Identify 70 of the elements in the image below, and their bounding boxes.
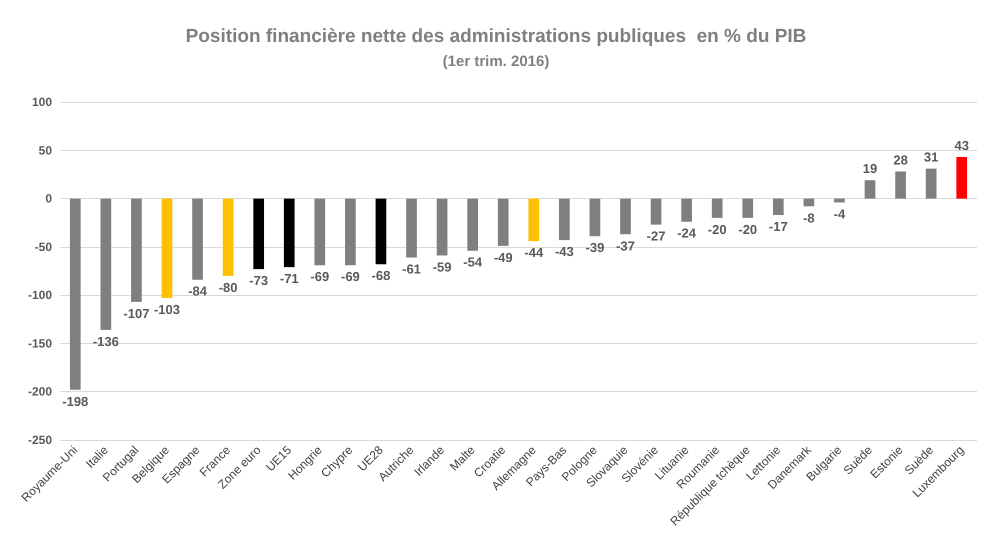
data-label: -71 [280, 271, 299, 286]
y-tick-label: -200 [28, 384, 52, 399]
bar [314, 198, 326, 266]
bar [772, 198, 784, 215]
bar [528, 198, 540, 242]
bar [162, 198, 172, 298]
data-label: -4 [834, 206, 846, 222]
bar [222, 198, 234, 276]
data-label: -69 [310, 269, 330, 284]
data-label: -107 [123, 306, 150, 321]
y-tick-label: 0 [45, 192, 52, 206]
y-tick-label: -100 [28, 288, 52, 302]
bar [834, 198, 845, 202]
chart-subtitle: (1er trim. 2016) [442, 53, 550, 70]
data-label: -49 [494, 250, 513, 265]
bar [956, 157, 968, 199]
data-label: 19 [862, 161, 878, 176]
bar [926, 168, 936, 199]
bar [376, 198, 386, 264]
data-label: -59 [432, 260, 452, 275]
bar [192, 198, 203, 280]
bar [253, 198, 264, 270]
data-label: -20 [708, 222, 727, 237]
chart-title: Position financière nette des administrations publiques en % du PIB [186, 26, 806, 47]
data-label: -84 [188, 284, 208, 299]
data-label: -17 [768, 218, 788, 234]
bar [436, 198, 448, 256]
bar [895, 172, 906, 199]
bar [620, 198, 631, 234]
bar [590, 198, 600, 236]
bar [681, 198, 692, 222]
data-label: -103 [154, 302, 180, 318]
bar [284, 198, 295, 268]
y-tick-label: 50 [38, 143, 52, 158]
bar [559, 198, 570, 240]
data-label: -39 [586, 240, 604, 256]
data-label: -24 [677, 226, 697, 241]
data-label: -80 [218, 280, 238, 295]
data-label: -43 [554, 244, 574, 260]
bar [742, 198, 754, 218]
data-label: -37 [616, 238, 635, 254]
data-label: -20 [738, 222, 758, 237]
y-tick-label: -150 [28, 336, 52, 350]
bar [406, 198, 417, 258]
data-label: -68 [372, 268, 390, 284]
bar [804, 198, 814, 206]
bar [498, 198, 509, 246]
data-label: -8 [803, 210, 815, 226]
bar [650, 198, 662, 225]
bar [70, 198, 81, 390]
bar [100, 198, 112, 330]
data-label: -198 [62, 394, 88, 409]
y-tick-label: -250 [28, 433, 52, 447]
y-tick-label: -50 [34, 240, 52, 254]
data-label: -44 [524, 245, 544, 260]
data-label: -69 [340, 269, 360, 284]
data-label: 31 [924, 150, 938, 165]
y-tick-label: 100 [32, 95, 52, 109]
data-label: -54 [463, 254, 483, 270]
bar [345, 198, 356, 266]
bar [864, 180, 876, 199]
bar [131, 198, 142, 302]
data-label: -61 [402, 261, 421, 276]
data-label: 28 [893, 152, 908, 168]
bar [712, 198, 723, 218]
data-label: -27 [646, 228, 666, 244]
data-label: 43 [954, 138, 969, 154]
bar [467, 198, 478, 251]
data-label: -136 [92, 334, 119, 349]
data-label: -73 [249, 273, 268, 288]
